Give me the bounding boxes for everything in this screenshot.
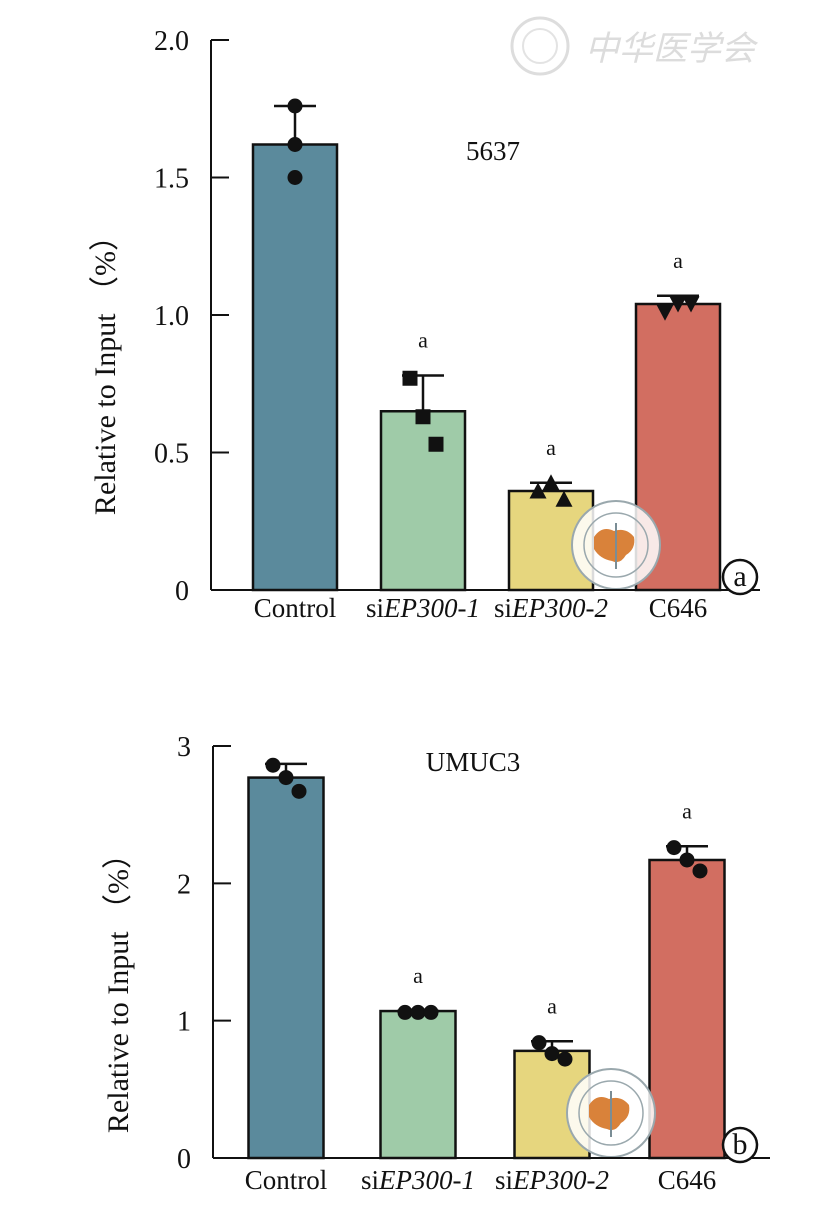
watermark-seal-inner-icon (522, 28, 558, 64)
data-point (557, 1051, 573, 1067)
data-point (679, 852, 695, 868)
chart-title: UMUC3 (426, 747, 521, 777)
bar-1 (247, 776, 325, 1160)
data-point (415, 409, 431, 425)
watermark-text: 中华医学会 (585, 29, 759, 69)
data-point (669, 296, 687, 313)
bar-4 (648, 858, 726, 1160)
x-tick-label-2: siEP300-1 (366, 593, 480, 623)
watermark: 中华医学会 (510, 16, 759, 76)
data-point (265, 757, 281, 773)
bar-2 (379, 410, 467, 592)
significance-label-2: a (413, 963, 423, 988)
data-point (287, 170, 303, 185)
data-point (402, 370, 418, 386)
data-point (291, 783, 307, 799)
y-tick-label: 1.0 (154, 301, 189, 332)
panel-badge-circle (721, 558, 759, 596)
y-tick-label: 2.0 (154, 26, 189, 57)
chart-panel-a: a a a 0 0.5 1.0 1.5 2.0 Control siEP300-1 siEP300-… (89, 26, 760, 623)
y-axis-label: Relative to Input （%） (89, 221, 122, 515)
watermark-seal-icon (510, 16, 570, 76)
data-point (529, 482, 547, 499)
y-tick-label: 1.5 (154, 164, 189, 195)
y-tick-label: 1 (177, 1007, 191, 1038)
cma-seal-inner-ring-icon (578, 1080, 644, 1146)
data-point (531, 1035, 547, 1051)
data-point (287, 98, 303, 114)
data-point (428, 436, 444, 452)
data-point (666, 840, 682, 856)
x-tick-label-4: C646 (658, 1165, 717, 1195)
cma-seal-inner-ring-icon (583, 512, 649, 578)
x-tick-label-4: C646 (649, 593, 708, 623)
bar-2 (379, 1009, 457, 1160)
chart-panel-b: a a a 0 1 2 3 Control siEP300-1 siEP300-2 C646 UMUC… (102, 732, 770, 1195)
data-point (397, 1004, 413, 1020)
y-tick-label: 0.5 (154, 439, 189, 470)
significance-label-2: a (418, 328, 428, 353)
data-point (544, 1046, 560, 1062)
data-point (656, 304, 674, 321)
y-axis-label: Relative to Input （%） (102, 839, 135, 1133)
panel-badge-label: b (733, 1128, 748, 1161)
y-tick-label: 3 (177, 732, 191, 763)
y-tick-label: 0 (177, 1144, 191, 1175)
x-tick-label-1: Control (245, 1165, 328, 1195)
data-point (542, 474, 560, 491)
data-point (287, 137, 303, 152)
china-map-icon (589, 1097, 630, 1131)
significance-label-4: a (673, 248, 683, 273)
data-point (410, 1004, 426, 1020)
data-point (555, 490, 573, 507)
data-point (423, 1004, 439, 1020)
data-point (278, 770, 294, 786)
y-tick-label: 0 (175, 576, 189, 607)
cma-seal-watermark (566, 1068, 656, 1158)
cma-seal-watermark (571, 500, 661, 590)
data-point (682, 296, 700, 313)
significance-label-4: a (682, 798, 692, 823)
x-tick-label-1: Control (254, 593, 337, 623)
china-map-icon (594, 529, 635, 563)
significance-label-3: a (547, 993, 557, 1018)
x-tick-label-2: siEP300-1 (361, 1165, 475, 1195)
x-tick-label-3: siEP300-2 (494, 593, 608, 623)
x-tick-label-3: siEP300-2 (495, 1165, 609, 1195)
significance-label-3: a (546, 435, 556, 460)
y-tick-label: 2 (177, 869, 191, 900)
data-point (692, 863, 708, 879)
chart-title: 5637 (466, 136, 520, 166)
bar-1 (251, 143, 339, 592)
panel-badge-label: a (733, 560, 746, 593)
panel-badge-circle (721, 1126, 759, 1164)
